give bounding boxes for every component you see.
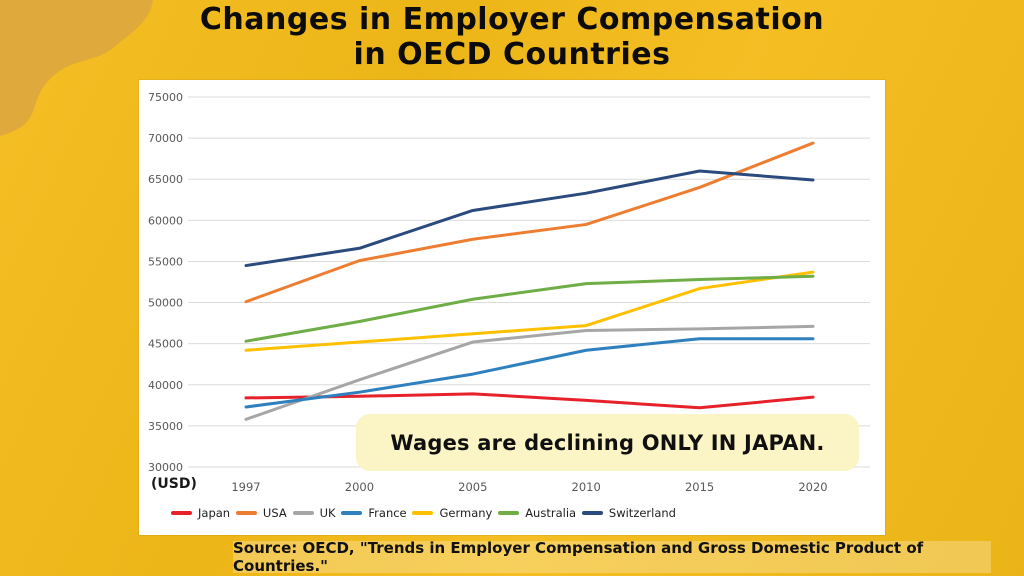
y-tick-label: 70000 xyxy=(148,132,183,145)
series-line-uk xyxy=(244,324,815,421)
y-tick-label: 45000 xyxy=(148,338,183,351)
legend-label-germany: Germany xyxy=(439,506,493,520)
corner-blob-decoration xyxy=(0,0,153,136)
y-tick-label: 65000 xyxy=(148,173,183,186)
legend-label-japan: Japan xyxy=(198,506,231,520)
y-tick-label: 75000 xyxy=(148,91,183,104)
y-tick-label: 50000 xyxy=(148,297,183,310)
legend-swatch-usa xyxy=(235,511,257,515)
legend-swatch-switzerland xyxy=(581,511,603,515)
legend-swatch-france xyxy=(341,511,363,515)
legend-swatch-germany xyxy=(412,511,434,515)
legend-swatch-australia xyxy=(498,511,520,515)
legend-item-switzerland: Switzerland xyxy=(581,506,676,520)
page-title: Changes in Employer Compensation in OECD… xyxy=(0,2,1024,72)
legend-item-france: France xyxy=(341,506,407,520)
page-title-line1: Changes in Employer Compensation xyxy=(199,2,825,37)
legend-label-usa: USA xyxy=(262,506,287,520)
source-strip: Source: OECD, "Trends in Employer Compen… xyxy=(233,539,991,575)
x-tick-label: 2020 xyxy=(798,480,827,494)
series-line-usa xyxy=(244,141,815,304)
y-tick-label: 40000 xyxy=(148,379,183,392)
annotation-text: Wages are declining ONLY IN JAPAN. xyxy=(390,430,825,455)
y-tick-label: 55000 xyxy=(148,255,183,268)
legend-swatch-japan xyxy=(171,511,192,515)
series-line-switzerland xyxy=(244,169,815,268)
line-chart: 30000 35000 40000 45000 50000 55000 60000 65000… xyxy=(148,91,870,494)
legend-label-france: France xyxy=(368,506,407,520)
x-tick-label: 1997 xyxy=(231,480,260,494)
legend-item-usa: USA xyxy=(235,506,287,520)
series-line-australia xyxy=(244,274,815,343)
source-text: Source: OECD, "Trends in Employer Compen… xyxy=(233,539,924,575)
series-line-germany xyxy=(244,270,815,352)
legend-swatch-uk xyxy=(292,511,314,515)
x-tick-label: 2000 xyxy=(345,480,374,494)
y-tick-label: 35000 xyxy=(148,420,183,433)
legend-item-australia: Australia xyxy=(498,506,576,520)
annotation-callout: Wages are declining ONLY IN JAPAN. xyxy=(356,414,859,471)
page-title-line2: in OECD Countries xyxy=(353,37,671,72)
y-tick-label: 30000 xyxy=(148,461,183,474)
legend-label-uk: UK xyxy=(319,506,336,520)
y-axis-unit-label: (USD) xyxy=(151,476,197,492)
series-line-france xyxy=(244,337,815,409)
x-tick-label: 2015 xyxy=(685,480,714,494)
chart-legend: Japan USA UK France Germany Australia Switzerl… xyxy=(171,504,676,522)
x-tick-label: 2010 xyxy=(572,480,601,494)
legend-label-switzerland: Switzerland xyxy=(608,506,676,520)
legend-item-japan: Japan xyxy=(171,506,230,520)
legend-item-germany: Germany xyxy=(412,506,492,520)
series-line-japan xyxy=(244,392,815,410)
y-tick-label: 60000 xyxy=(148,214,183,227)
x-tick-label: 2005 xyxy=(458,480,487,494)
legend-label-australia: Australia xyxy=(525,506,577,520)
legend-item-uk: UK xyxy=(292,506,336,520)
